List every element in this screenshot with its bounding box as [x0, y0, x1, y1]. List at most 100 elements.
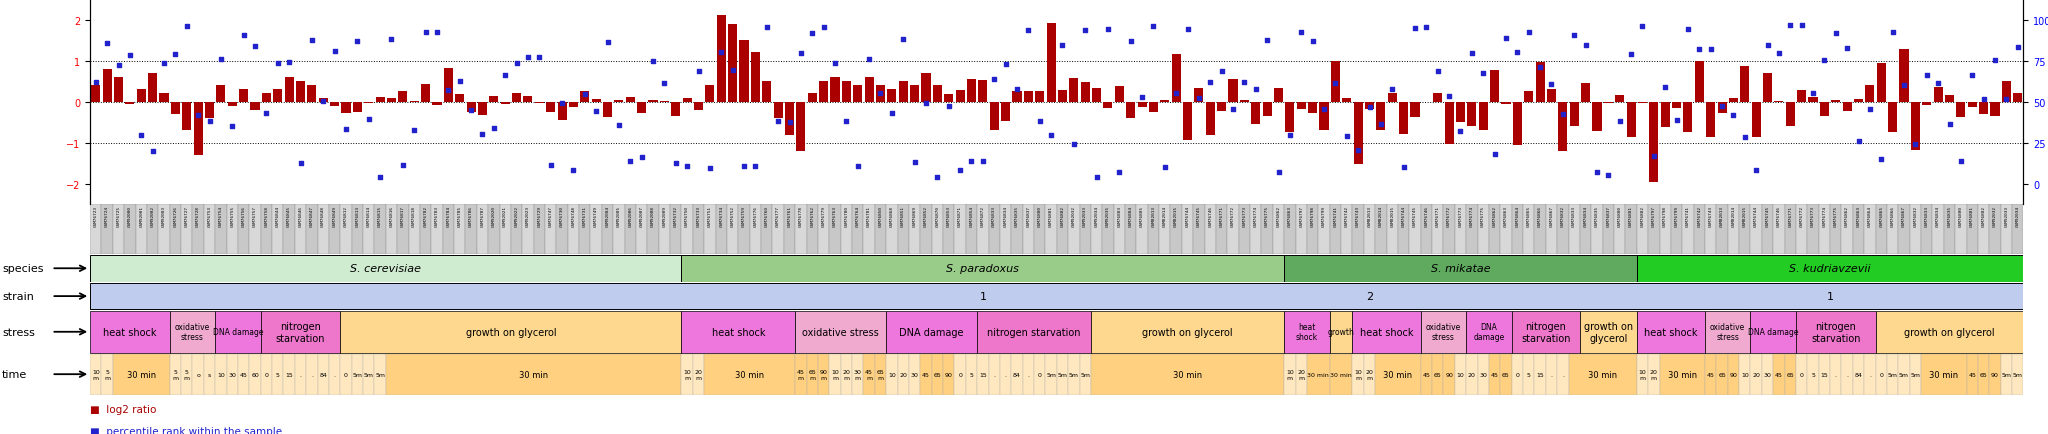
- Text: GSM92032: GSM92032: [1993, 206, 1997, 227]
- Bar: [1239, 205, 1249, 255]
- Bar: [1841, 354, 1853, 395]
- Text: GSM76801: GSM76801: [1970, 206, 1974, 227]
- Point: [227, 33, 260, 39]
- Bar: [1477, 354, 1489, 395]
- Point: [1591, 172, 1624, 179]
- Bar: [1886, 354, 1898, 395]
- Point: [330, 127, 362, 134]
- Bar: [1421, 205, 1432, 255]
- Point: [317, 49, 350, 56]
- Bar: [510, 205, 522, 255]
- Text: GSM82013: GSM82013: [1720, 206, 1724, 227]
- Bar: [500, 205, 510, 255]
- Bar: [113, 205, 125, 255]
- Bar: [487, 205, 500, 255]
- Text: GSM76749: GSM76749: [594, 206, 598, 227]
- Point: [1126, 95, 1159, 102]
- Text: GSM76745: GSM76745: [1413, 206, 1417, 227]
- Point: [295, 37, 328, 44]
- Bar: [864, 78, 874, 102]
- Bar: [1489, 205, 1501, 255]
- Point: [102, 63, 135, 70]
- Text: 5m: 5m: [1888, 372, 1898, 377]
- Text: GSM76761: GSM76761: [788, 206, 791, 227]
- Bar: [909, 354, 920, 395]
- Bar: [887, 311, 977, 353]
- Bar: [193, 205, 205, 255]
- Point: [1888, 82, 1921, 89]
- Text: 65: 65: [1434, 372, 1442, 377]
- Bar: [1444, 205, 1454, 255]
- Text: GSM76863: GSM76863: [1858, 206, 1860, 227]
- Text: GSM76834: GSM76834: [1935, 206, 1939, 227]
- Text: nitrogen
starvation: nitrogen starvation: [276, 321, 326, 343]
- Point: [1706, 104, 1739, 111]
- Bar: [864, 354, 874, 395]
- Point: [1786, 23, 1819, 30]
- Text: 5
m: 5 m: [172, 369, 178, 380]
- Text: 5m: 5m: [375, 372, 385, 377]
- Point: [1911, 72, 1944, 79]
- Point: [797, 30, 829, 37]
- Bar: [817, 354, 829, 395]
- Bar: [1239, 101, 1249, 102]
- Bar: [715, 205, 727, 255]
- Point: [1319, 80, 1352, 87]
- Bar: [1194, 89, 1204, 102]
- Point: [1604, 118, 1636, 125]
- Bar: [1796, 205, 1806, 255]
- Bar: [672, 102, 680, 116]
- Bar: [1649, 102, 1659, 182]
- Bar: [1841, 205, 1853, 255]
- Bar: [1556, 205, 1569, 255]
- Text: 10
m: 10 m: [92, 369, 100, 380]
- Text: S. cerevisiae: S. cerevisiae: [350, 264, 422, 273]
- Bar: [1706, 205, 1716, 255]
- Bar: [330, 354, 340, 395]
- Bar: [1898, 50, 1909, 102]
- Text: GSM76773: GSM76773: [1243, 206, 1247, 227]
- Point: [1991, 96, 2023, 103]
- Point: [1626, 24, 1659, 31]
- Text: GSM76772: GSM76772: [1800, 206, 1804, 227]
- Bar: [467, 102, 475, 113]
- Bar: [285, 78, 293, 102]
- Text: GSM76847: GSM76847: [309, 206, 313, 227]
- Bar: [942, 354, 954, 395]
- Bar: [1866, 86, 1874, 102]
- Bar: [317, 205, 330, 255]
- Text: GSM76871: GSM76871: [958, 206, 963, 227]
- Bar: [307, 86, 317, 102]
- Bar: [1661, 102, 1669, 128]
- Bar: [1034, 205, 1044, 255]
- Bar: [1729, 205, 1739, 255]
- Bar: [1444, 102, 1454, 144]
- Text: 84: 84: [1014, 372, 1020, 377]
- Text: GSM76872: GSM76872: [981, 206, 985, 227]
- Point: [977, 76, 1010, 83]
- Text: 15: 15: [1536, 372, 1544, 377]
- Text: time: time: [2, 369, 27, 379]
- Text: GSM76863: GSM76863: [1288, 206, 1292, 227]
- Text: GSM76854: GSM76854: [969, 206, 973, 227]
- Bar: [397, 92, 408, 102]
- Text: GSM76741: GSM76741: [1686, 206, 1690, 227]
- Text: 15: 15: [979, 372, 987, 377]
- Bar: [1354, 102, 1362, 164]
- Bar: [205, 102, 215, 119]
- Bar: [967, 354, 977, 395]
- Text: GSM76851: GSM76851: [901, 206, 905, 227]
- Bar: [1466, 205, 1477, 255]
- Text: species: species: [2, 264, 43, 273]
- Text: GSM76778: GSM76778: [799, 206, 803, 227]
- Point: [1536, 82, 1569, 89]
- Bar: [1114, 205, 1124, 255]
- Bar: [682, 99, 692, 102]
- Bar: [1706, 311, 1751, 353]
- Point: [1341, 147, 1374, 154]
- Bar: [1081, 83, 1090, 102]
- Bar: [1432, 354, 1444, 395]
- Point: [467, 131, 500, 138]
- Bar: [1284, 354, 1296, 395]
- Bar: [909, 86, 920, 102]
